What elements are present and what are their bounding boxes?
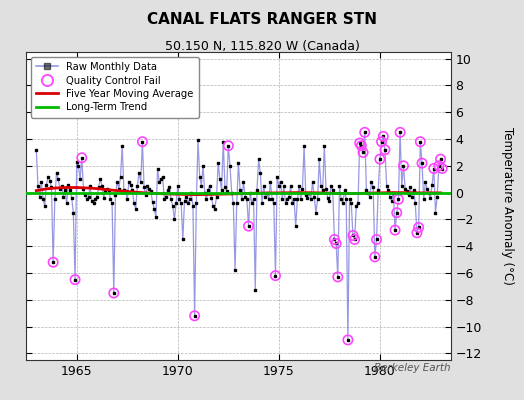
Point (71, 276, 79, 283)
Point (271, 272, 280, 279)
Point (224, 142, 233, 149)
Point (438, 165, 446, 172)
Point (244, 223, 253, 229)
Point (391, 227, 399, 233)
Point (373, 236, 381, 243)
Y-axis label: Temperature Anomaly (°C): Temperature Anomaly (°C) (501, 127, 515, 285)
Point (349, 232, 357, 239)
Point (138, 138, 147, 145)
Point (357, 142, 366, 149)
Point (334, 274, 342, 280)
Point (332, 240, 340, 247)
Point (399, 163, 408, 169)
Point (78, 154, 86, 161)
Point (377, 138, 386, 145)
Point (379, 133, 387, 140)
Point (430, 165, 438, 172)
Point (344, 337, 352, 343)
Point (416, 138, 424, 145)
Point (330, 236, 339, 243)
Point (413, 230, 421, 236)
Text: 50.150 N, 115.820 W (Canada): 50.150 N, 115.820 W (Canada) (165, 40, 359, 53)
Legend: Raw Monthly Data, Quality Control Fail, Five Year Moving Average, Long-Term Tren: Raw Monthly Data, Quality Control Fail, … (31, 57, 199, 118)
Point (381, 146, 389, 153)
Point (436, 156, 445, 162)
Point (414, 224, 423, 231)
Point (190, 313, 199, 319)
Point (110, 290, 118, 296)
Point (376, 156, 384, 162)
Point (370, 254, 379, 260)
Point (355, 140, 364, 146)
Text: CANAL FLATS RANGER STN: CANAL FLATS RANGER STN (147, 12, 377, 27)
Point (392, 210, 401, 216)
Point (435, 163, 443, 169)
Point (394, 196, 402, 202)
Point (49, 259, 57, 266)
Text: Berkeley Earth: Berkeley Earth (374, 363, 451, 373)
Point (418, 160, 426, 166)
Point (359, 149, 367, 156)
Point (351, 236, 359, 243)
Point (361, 129, 369, 136)
Point (396, 129, 405, 136)
